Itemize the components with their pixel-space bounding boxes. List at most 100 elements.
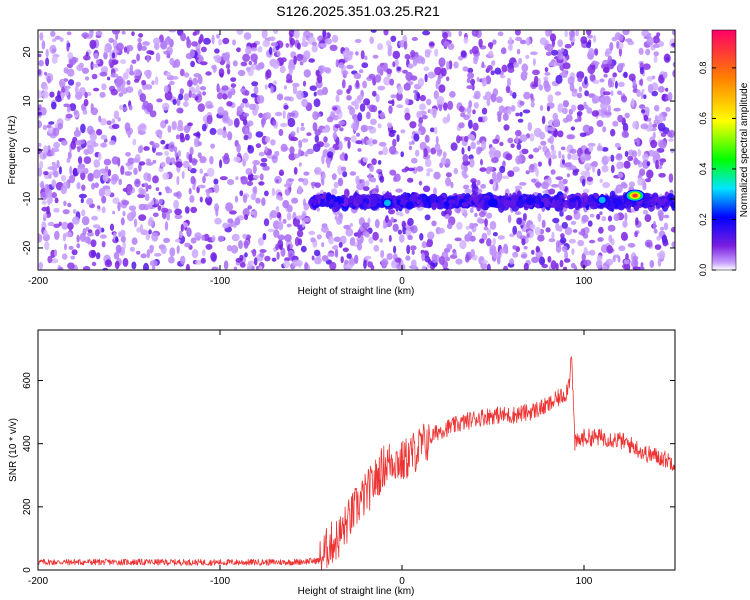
spectrogram-cell xyxy=(583,104,589,110)
spectrogram-cell xyxy=(164,221,169,231)
spectrogram-cell xyxy=(640,123,649,130)
spectrogram-cell xyxy=(331,188,338,195)
spectrogram-cell xyxy=(407,177,414,183)
spectrogram-cell xyxy=(128,104,133,111)
spectrogram-cell xyxy=(77,156,83,165)
spectrogram-cell xyxy=(561,245,568,252)
spectrogram-cell xyxy=(563,162,572,168)
spectrogram-cell xyxy=(272,80,278,85)
spectrogram-cell xyxy=(306,148,315,155)
spectrogram-cell xyxy=(379,238,383,243)
spectrogram-cell xyxy=(372,139,378,145)
spectrogram-cell xyxy=(199,156,207,164)
spectrogram-cell xyxy=(618,245,626,252)
spectrogram-cell xyxy=(300,126,306,131)
spectrogram-cell xyxy=(476,179,481,186)
spectrogram-cell xyxy=(118,178,122,186)
spectrogram-cell xyxy=(473,90,481,100)
spectrogram-cell xyxy=(322,172,326,180)
spectrogram-cell xyxy=(564,30,568,38)
spectrogram-cell xyxy=(295,259,303,267)
spectrogram-cell xyxy=(214,55,222,63)
spectrogram-cell xyxy=(587,34,593,39)
spectrogram-cell xyxy=(507,106,512,115)
spectrogram-cell xyxy=(471,45,479,55)
spectrogram-cell xyxy=(566,134,575,140)
spectrogram-cell xyxy=(308,58,316,63)
spectrogram-cell xyxy=(452,251,457,257)
spectrogram-cell xyxy=(289,146,295,155)
spectrogram-cell xyxy=(38,90,42,99)
spectrogram-cell xyxy=(39,160,44,169)
spectrogram-cell xyxy=(410,245,417,251)
spectrogram-cell xyxy=(489,220,497,230)
spectrogram-cell xyxy=(178,230,183,239)
spectrogram-cell xyxy=(197,184,206,189)
spectrogram-cell xyxy=(335,216,343,225)
spectrogram-cell xyxy=(138,161,146,166)
spectrogram-cell xyxy=(539,37,547,46)
spectrogram-cell xyxy=(247,131,252,140)
spectrogram-cell xyxy=(583,247,588,256)
spectrogram-cell xyxy=(333,244,338,250)
spectrogram-cell xyxy=(372,90,377,97)
spectrogram-cell xyxy=(194,232,202,240)
spectrogram-cell xyxy=(631,98,635,107)
spectrogram-cell xyxy=(538,256,546,266)
spectrogram-cell xyxy=(73,129,81,137)
spectrogram-cell xyxy=(543,76,549,82)
spectrogram-cell xyxy=(582,124,591,133)
spectrogram-cell xyxy=(525,170,530,175)
spectrogram-cell xyxy=(76,234,80,243)
spectrogram-cell xyxy=(523,245,528,250)
spectrogram-cell xyxy=(401,168,408,173)
spectrogram-cell xyxy=(206,115,213,125)
spectrogram-cell xyxy=(173,199,180,210)
spectrogram-cell xyxy=(239,190,244,197)
spectrogram-cell xyxy=(397,85,403,95)
spectrogram-cell xyxy=(279,244,283,251)
spectrogram-cell xyxy=(392,223,399,232)
spectrogram-cell xyxy=(178,93,184,101)
spectrogram-cell xyxy=(221,85,229,91)
spectrogram-cell xyxy=(438,57,446,67)
spectrogram-cell xyxy=(473,56,479,61)
spectrogram-cell xyxy=(101,83,107,91)
spectrogram-cell xyxy=(191,249,199,259)
spectrogram-cell xyxy=(209,127,217,136)
spectrogram-cell xyxy=(528,154,534,160)
signal-cell xyxy=(535,197,540,204)
spectrogram-cell xyxy=(478,211,486,218)
spectrogram-cell xyxy=(83,54,91,61)
spectrogram-cell xyxy=(101,241,106,248)
spectrogram-cell xyxy=(360,50,365,60)
spectrogram-cell xyxy=(120,235,126,243)
spectrogram-cell xyxy=(547,256,552,263)
spectrogram-cell xyxy=(357,112,363,122)
signal-cell xyxy=(657,199,666,206)
spectrogram-cell xyxy=(590,74,596,82)
spectrogram-cell xyxy=(407,234,413,241)
spectrogram-cell xyxy=(296,90,304,100)
spectrogram-cell xyxy=(426,171,430,177)
spectrogram-cell xyxy=(117,117,121,122)
spectrogram-cell xyxy=(652,43,661,49)
spectrogram-cell xyxy=(237,69,246,77)
spectrogram-cell xyxy=(476,217,483,224)
spectrogram-cell xyxy=(638,104,646,109)
spectrogram-cell xyxy=(516,217,522,225)
spectrogram-cell xyxy=(43,229,48,237)
spectrogram-cell xyxy=(338,241,343,248)
signal-cell xyxy=(539,201,545,206)
snr-background xyxy=(38,330,675,570)
spectrogram-cell xyxy=(242,98,248,104)
spectrogram-cell xyxy=(602,66,610,74)
spectrogram-cell xyxy=(232,39,236,46)
spectrogram-cell xyxy=(303,50,311,60)
spectrogram-cell xyxy=(292,82,300,88)
spectrogram-cell xyxy=(321,255,329,262)
spectrogram-cell xyxy=(66,31,72,36)
spectrogram-cell xyxy=(551,38,556,48)
spectrogram-cell xyxy=(82,266,91,270)
spectrogram-cell xyxy=(622,220,628,228)
